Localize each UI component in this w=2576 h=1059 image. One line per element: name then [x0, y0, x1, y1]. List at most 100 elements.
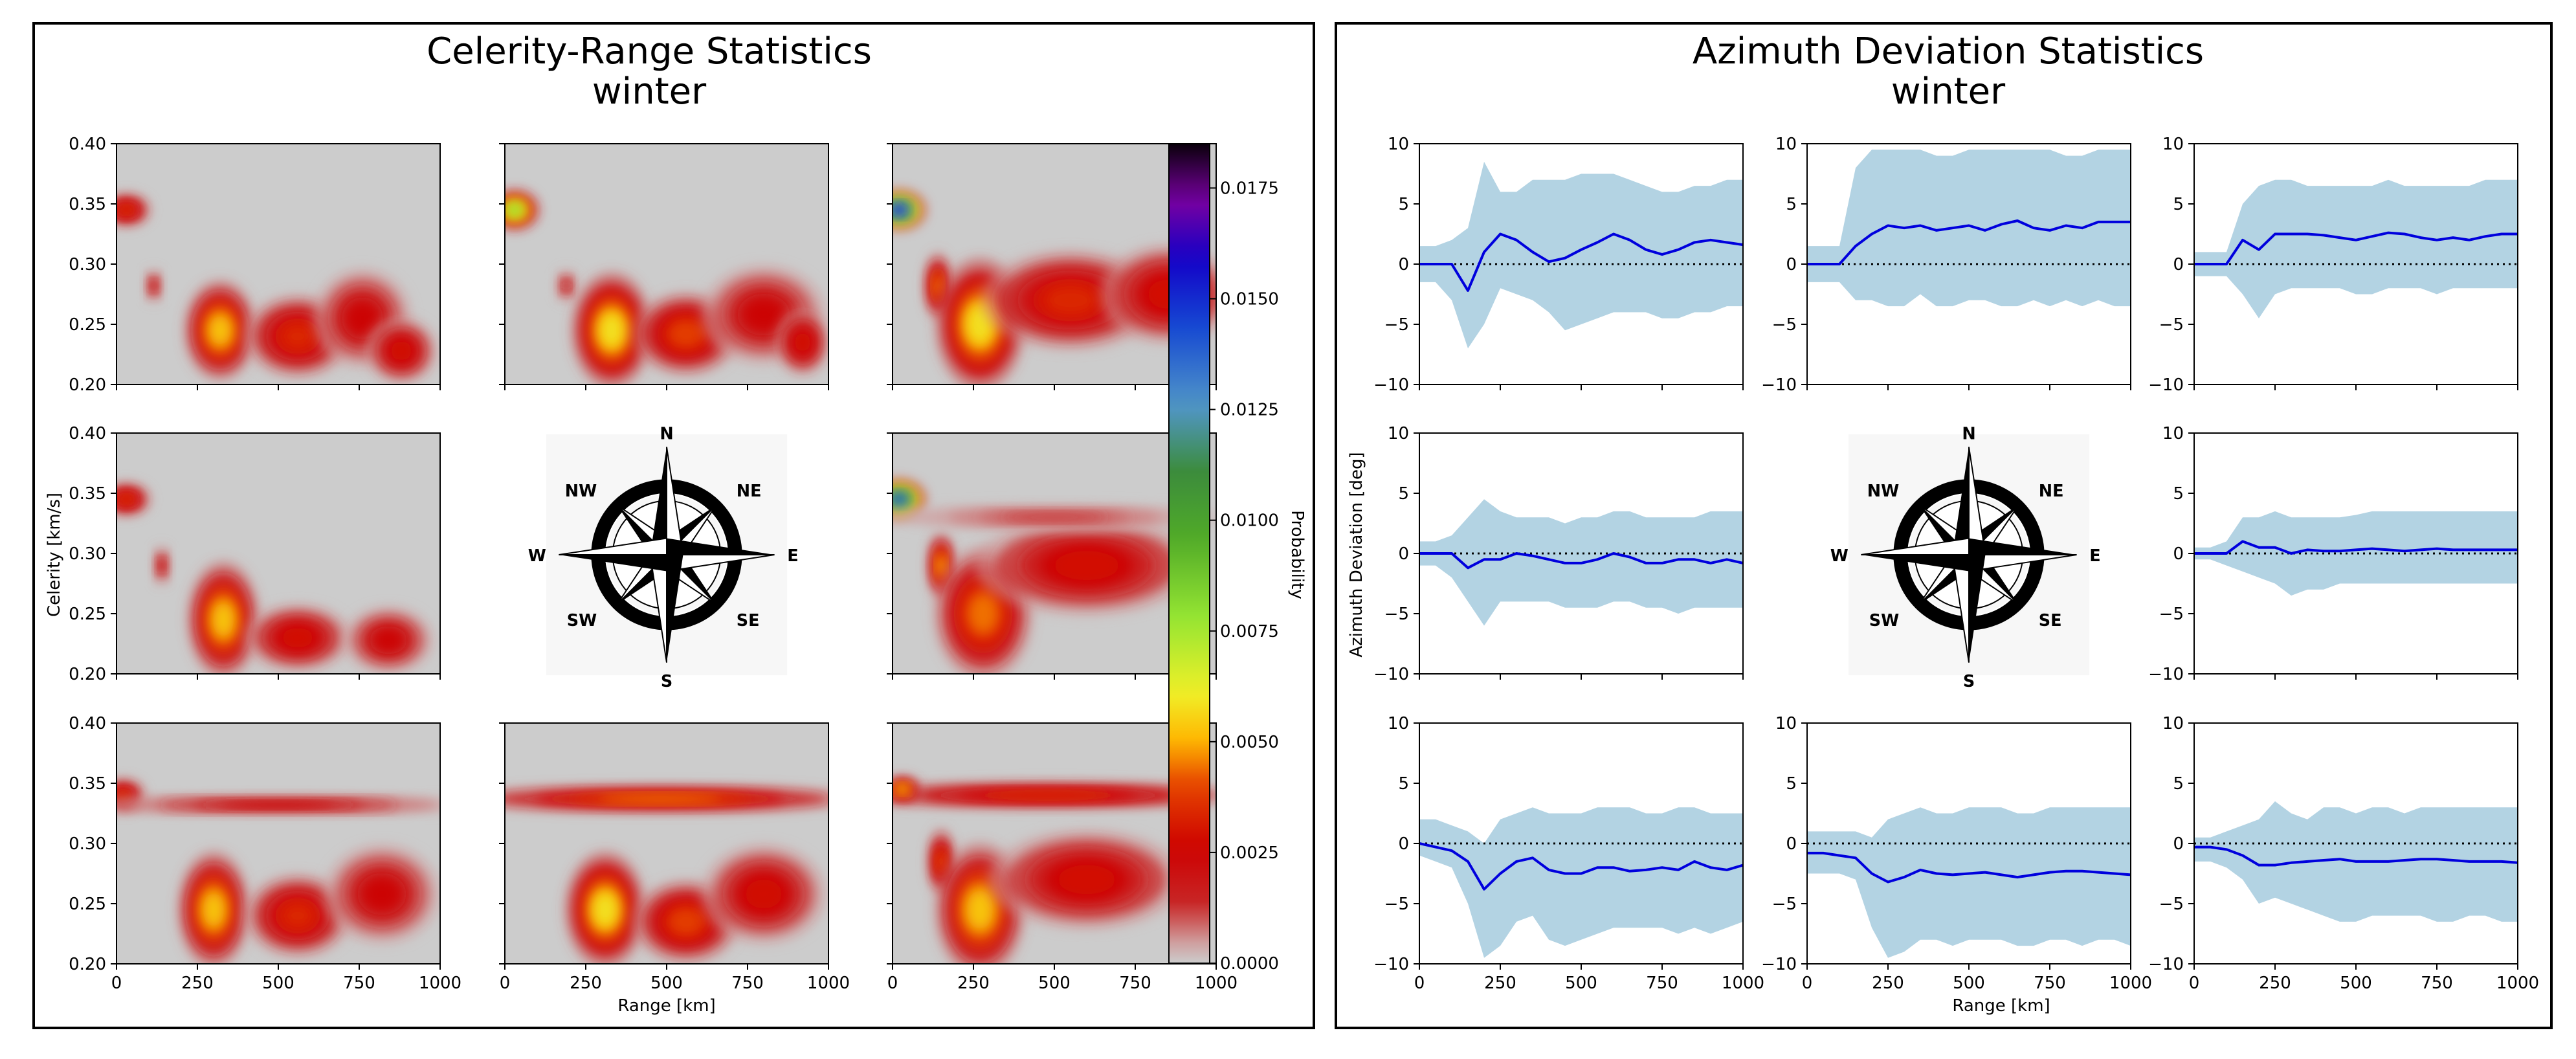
azimuth-subplot-nw: −10 −5 0 5 10	[1373, 135, 1744, 395]
density-blob	[348, 304, 377, 333]
x-tick-label: 0	[887, 974, 898, 993]
azimuth-subplot-n: −10 −5 0 5 10	[1761, 135, 2131, 395]
compass-label-ne: NE	[2039, 482, 2064, 501]
y-tick-label: 10	[1388, 424, 1409, 443]
mean-deviation-line	[1419, 552, 1743, 570]
y-tick-label: 0.40	[69, 714, 106, 733]
x-tick-label: 0	[1802, 974, 1813, 993]
density-blob	[795, 333, 810, 352]
density-blob	[987, 791, 1109, 799]
x-tick-label: 750	[731, 974, 764, 993]
y-tick-label: 5	[1398, 484, 1409, 504]
celerity-panel-frame	[32, 22, 1315, 1029]
density-blob	[937, 852, 945, 871]
density-blob	[365, 879, 399, 909]
celerity-subplot-nw: 0.20 0.25 0.30 0.35 0.40	[69, 135, 441, 395]
azimuth-subplot-s: 0 250 500 750 1000 −10 −5 0 5 10	[1761, 714, 2152, 993]
density-blob	[507, 204, 522, 216]
y-tick-label: 0.40	[69, 135, 106, 154]
x-tick-label: 250	[2259, 974, 2291, 993]
y-tick-label: 10	[1388, 135, 1409, 154]
azimuth-x-axis-label: Range [km]	[1952, 996, 2050, 1016]
y-tick-label: 0	[2173, 544, 2184, 564]
y-tick-label: 0.20	[69, 665, 106, 684]
mean-deviation-line	[1419, 232, 1743, 292]
compass-cardinal-point	[1969, 538, 2077, 555]
y-tick-label: −10	[1373, 955, 1409, 974]
x-tick-label: 250	[570, 974, 602, 993]
azimuth-subplot-ne: −10 −5 0 5 10	[2148, 135, 2518, 395]
celerity-subplot-sw: 0 250 500 750 1000 0.20 0.25 0.30 0.35 0.40	[69, 714, 461, 993]
colorbar-tick-label: 0.0175	[1220, 179, 1279, 198]
density-blob	[203, 893, 224, 927]
compass-label-s: S	[661, 672, 672, 691]
density-blob	[934, 276, 942, 296]
x-tick-label: 250	[957, 974, 990, 993]
y-tick-label: −5	[2159, 605, 2184, 624]
y-tick-label: 10	[1775, 135, 1797, 154]
celerity-panels: 0.20 0.25 0.30 0.35 0.40 0.20 0.25 0.30 0.35 0.40…	[69, 135, 1238, 993]
y-tick-label: −5	[1384, 315, 1409, 335]
x-tick-label: 0	[2189, 974, 2200, 993]
y-tick-label: −5	[1772, 315, 1797, 335]
y-tick-label: 0.20	[69, 375, 106, 395]
azimuth-title: Azimuth Deviation Statistics	[1693, 30, 2204, 72]
x-tick-label: 750	[1119, 974, 1151, 993]
density-blob	[893, 493, 907, 506]
x-tick-label: 250	[181, 974, 214, 993]
y-tick-label: 0	[1398, 544, 1409, 564]
compass-label-n: N	[660, 425, 673, 444]
deviation-band	[2194, 179, 2518, 318]
density-blob	[893, 204, 907, 216]
y-tick-label: 0	[1398, 834, 1409, 854]
deviation-band	[1807, 807, 2131, 958]
y-tick-label: −10	[1761, 955, 1797, 974]
density-blob	[599, 795, 721, 803]
celerity-title: Celerity-Range Statistics	[427, 30, 872, 72]
density-blob	[282, 904, 313, 928]
x-tick-label: 1000	[807, 974, 850, 993]
celerity-y-axis-label: Celerity [km/s]	[45, 493, 64, 617]
x-tick-label: 500	[1953, 974, 1985, 993]
mean-deviation-line	[2194, 845, 2518, 867]
x-tick-label: 500	[650, 974, 683, 993]
x-tick-label: 750	[2034, 974, 2066, 993]
compass-label-e: E	[2089, 546, 2100, 566]
compass-label-nw: NW	[565, 482, 597, 501]
celerity-subplot-n	[499, 143, 829, 390]
y-tick-label: 0	[1786, 834, 1797, 854]
compass-label-se: SE	[737, 611, 760, 630]
compass-label-n: N	[1962, 425, 1975, 444]
y-tick-label: −5	[2159, 895, 2184, 914]
celerity-subplot-s: 0 250 500 750 1000	[499, 722, 850, 993]
y-tick-label: 10	[1775, 714, 1797, 733]
density-blob	[282, 628, 313, 648]
density-blob	[210, 315, 230, 345]
y-tick-label: 5	[1786, 195, 1797, 214]
colorbar-label: Probability	[1287, 510, 1307, 599]
density-blob	[969, 594, 997, 633]
y-tick-label: 0.35	[69, 484, 106, 504]
y-tick-label: 0.30	[69, 255, 106, 274]
colorbar-tick-label: 0.0125	[1220, 401, 1279, 420]
density-blob	[746, 879, 782, 909]
compass-label-sw: SW	[567, 611, 597, 630]
compass-cardinal-point	[667, 538, 775, 555]
azimuth-panels: −10−50510−10−50510−10−50510−10−50510−10−…	[1373, 135, 2539, 993]
y-tick-label: 0.25	[69, 895, 106, 914]
azimuth-subplot-w: −10 −5 0 5 10	[1373, 424, 1744, 684]
y-tick-label: 10	[2162, 424, 2184, 443]
compass-label-se: SE	[2039, 611, 2062, 630]
celerity-subplot-w: 0.20 0.25 0.30 0.35 0.40	[69, 424, 441, 684]
y-tick-label: −10	[2148, 955, 2184, 974]
density-blob	[220, 802, 337, 808]
x-tick-label: 500	[1565, 974, 1597, 993]
compass-label-nw: NW	[1867, 482, 1899, 501]
y-tick-label: −10	[2148, 665, 2184, 684]
y-tick-label: 0.20	[69, 955, 106, 974]
x-tick-label: 500	[262, 974, 294, 993]
x-tick-label: 1000	[2496, 974, 2539, 993]
